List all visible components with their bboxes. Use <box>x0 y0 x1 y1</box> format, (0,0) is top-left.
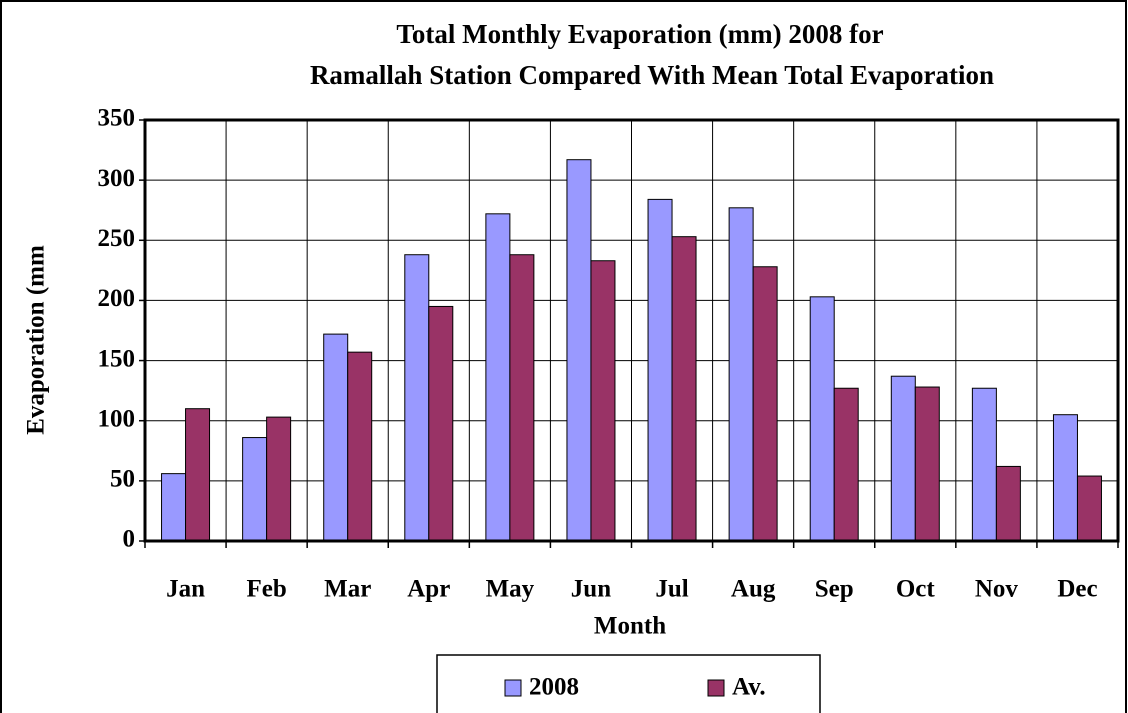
bar <box>485 213 511 542</box>
bar <box>323 333 349 542</box>
chart-title: Ramallah Station Compared With Mean Tota… <box>310 60 994 90</box>
y-tick-label: 300 <box>98 165 136 192</box>
bar <box>671 236 697 542</box>
x-tick-label: Jan <box>166 576 205 603</box>
y-tick-label: 150 <box>98 345 136 372</box>
y-tick-label: 100 <box>98 405 136 432</box>
bar <box>752 266 778 542</box>
bar <box>161 473 187 542</box>
bar <box>647 198 673 542</box>
x-tick-label: May <box>486 576 535 603</box>
x-tick-label: Oct <box>896 576 936 603</box>
legend-swatch <box>707 679 725 697</box>
bar <box>995 465 1021 542</box>
x-tick-label: Apr <box>407 576 450 603</box>
legend-label: Av. <box>732 674 766 701</box>
x-tick-label: Jul <box>655 576 688 603</box>
x-tick-label: Aug <box>731 576 776 603</box>
y-tick-label: 0 <box>123 526 136 553</box>
x-tick-label: Dec <box>1057 576 1097 603</box>
y-tick-label: 50 <box>110 466 135 493</box>
bar <box>266 416 292 542</box>
y-axis-label: Evaporation (mm <box>23 245 50 435</box>
plot-border <box>143 118 1120 543</box>
x-tick-label: Feb <box>246 576 286 603</box>
bar <box>566 159 592 542</box>
x-axis-label: Month <box>594 613 666 640</box>
x-tick-label: Jun <box>571 576 611 603</box>
x-tick-label: Nov <box>975 576 1019 603</box>
bar <box>809 296 835 542</box>
legend <box>436 654 821 713</box>
bar <box>428 305 454 542</box>
chart-title: Total Monthly Evaporation (mm) 2008 for <box>396 19 883 49</box>
bar <box>509 254 535 542</box>
x-tick-label: Sep <box>815 576 854 603</box>
bar <box>914 386 940 542</box>
legend-label: 2008 <box>529 674 579 701</box>
bar <box>833 387 859 542</box>
legend-swatch <box>504 679 522 697</box>
bar <box>242 437 268 542</box>
y-tick-label: 250 <box>98 225 136 252</box>
bar <box>590 260 616 542</box>
x-tick-label: Mar <box>324 576 371 603</box>
y-tick-label: 200 <box>98 285 136 312</box>
y-tick-label: 350 <box>98 105 136 132</box>
bar <box>728 207 754 542</box>
bar <box>1052 414 1078 542</box>
bar <box>971 387 997 542</box>
bar <box>1076 475 1102 542</box>
bar <box>347 351 373 542</box>
bar <box>185 408 211 542</box>
bar <box>404 254 430 542</box>
bar <box>890 375 916 542</box>
